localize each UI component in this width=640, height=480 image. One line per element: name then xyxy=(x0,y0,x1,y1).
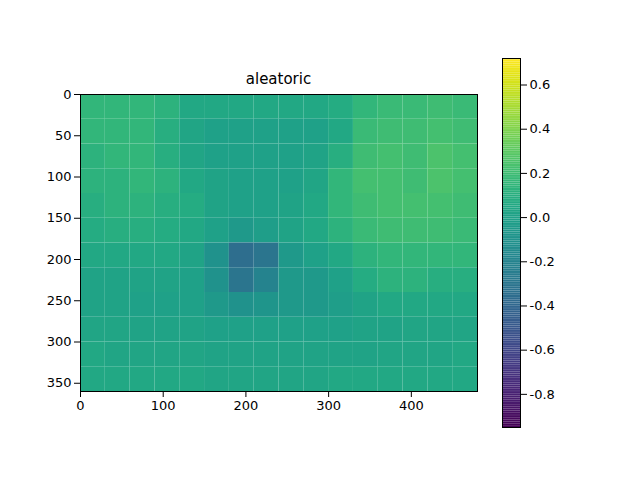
svg-text:100: 100 xyxy=(47,169,72,184)
svg-text:0.0: 0.0 xyxy=(530,210,551,225)
svg-text:150: 150 xyxy=(47,210,72,225)
svg-text:100: 100 xyxy=(151,398,176,413)
svg-text:0: 0 xyxy=(76,398,84,413)
svg-text:350: 350 xyxy=(47,375,72,390)
svg-text:200: 200 xyxy=(47,252,72,267)
svg-text:0.6: 0.6 xyxy=(530,77,551,92)
svg-text:-0.4: -0.4 xyxy=(530,298,555,313)
svg-text:0.4: 0.4 xyxy=(530,121,551,136)
svg-text:300: 300 xyxy=(316,398,341,413)
svg-text:400: 400 xyxy=(399,398,424,413)
svg-text:-0.6: -0.6 xyxy=(530,342,555,357)
svg-text:50: 50 xyxy=(55,128,72,143)
svg-text:250: 250 xyxy=(47,293,72,308)
svg-text:-0.2: -0.2 xyxy=(530,254,555,269)
svg-text:0.2: 0.2 xyxy=(530,166,551,181)
svg-text:0: 0 xyxy=(63,87,71,102)
svg-text:-0.8: -0.8 xyxy=(530,387,555,402)
html-text:aleatoric: aleatoric xyxy=(245,70,312,88)
svg-text:300: 300 xyxy=(47,334,72,349)
svg-text:200: 200 xyxy=(234,398,259,413)
